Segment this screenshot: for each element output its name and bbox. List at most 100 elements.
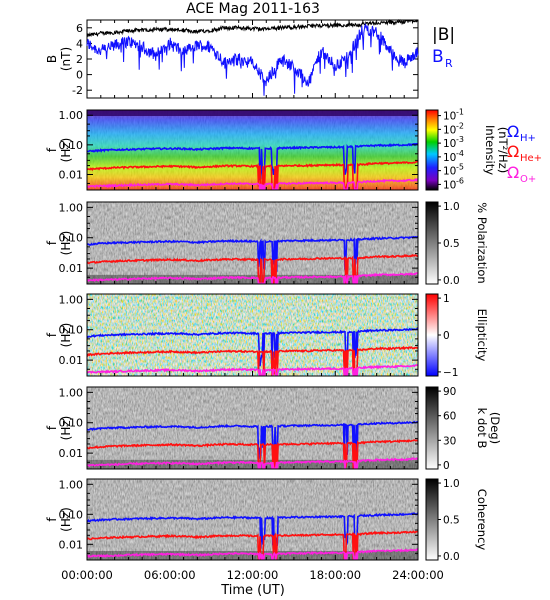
colorbar-tick-exponent: -4 xyxy=(456,149,464,158)
gyro-line-He xyxy=(87,160,418,190)
panel-ylabel: f xyxy=(45,240,59,245)
gyro-line-H xyxy=(87,142,418,181)
panel-b-xticks xyxy=(86,20,419,98)
gyro-line-O xyxy=(87,457,418,469)
xtick-label: 12:00:00 xyxy=(227,568,279,582)
panel-b-ylabel-unit: (nT) xyxy=(59,47,73,71)
gyro-line-He xyxy=(87,530,418,560)
colorbar-tick-exponent: -2 xyxy=(456,121,464,130)
colorbar-tick-label: 0.0 xyxy=(443,551,460,563)
panel-ellipticity: 1.00 0.10 0.01 f (Hz) 1 0 −1 Ellipticity xyxy=(45,293,489,379)
gyro-line-H xyxy=(87,327,418,367)
colorbar-label: % Polarization xyxy=(475,202,489,283)
xtick-label: 06:00:00 xyxy=(144,568,196,582)
panel-polarization-image xyxy=(87,202,418,284)
colorbar xyxy=(425,109,439,191)
colorbar-tick-label: 0.5 xyxy=(443,238,460,250)
ytick-label: 0.01 xyxy=(59,538,84,551)
xtick-label: 24:00:00 xyxy=(392,568,444,582)
legend-ion: He+ xyxy=(520,153,542,164)
panel-b-ylabel: B xyxy=(45,55,59,63)
xtick-label: 00:00:00 xyxy=(61,568,113,582)
panel-kdotb: 1.00 0.10 0.01 f (Hz) 90 60 30 0 k dot B (Deg) xyxy=(45,386,502,472)
panel-kdotb-image xyxy=(87,387,418,469)
panel-b: -2 0 2 4 6 B (nT) |B| B R xyxy=(45,18,455,99)
panel-ellipticity-image xyxy=(87,294,418,376)
ytick-label: 0.10 xyxy=(59,139,84,152)
ytick-label: 0.01 xyxy=(59,169,84,182)
legend-b-total: |B| xyxy=(432,25,455,45)
b-ytick-label: 6 xyxy=(76,22,83,35)
colorbar-tick-label: 90 xyxy=(443,386,456,398)
panel-polarization: 1.00 0.10 0.01 f (Hz) 1.0 0.5 0.0 % Polarization xyxy=(45,201,489,287)
colorbar-unit: (Deg) xyxy=(488,412,502,444)
colorbar-tick-label: 10 xyxy=(443,152,456,164)
b-ytick-label: -2 xyxy=(72,84,83,97)
colorbar-tick-label: 60 xyxy=(443,411,456,423)
colorbar-tick-label: 10 xyxy=(443,124,456,136)
panel-ylabel-unit: (Hz) xyxy=(59,416,73,441)
colorbar xyxy=(425,201,439,285)
colorbar-tick-label: 0.0 xyxy=(443,275,460,287)
colorbar-tick-label: 0 xyxy=(443,460,450,472)
gyro-line-O xyxy=(87,177,418,190)
gray-texture xyxy=(87,202,418,284)
colorbar-label: Coherency xyxy=(475,489,489,551)
panel-ylabel-unit: (Hz) xyxy=(59,507,73,532)
gyro-line-H xyxy=(87,420,418,461)
gyro-line-O xyxy=(87,272,418,284)
intensity-top-band xyxy=(87,110,418,116)
panel-coherency-image xyxy=(87,479,418,560)
spectrogram-panels: 1.000.100.01f (Hz)10-110-210-310-410 -510-… xyxy=(45,108,542,563)
colorbar-tick-label: 10 xyxy=(443,111,456,123)
ellipticity-texture xyxy=(87,294,418,376)
ytick-label: 1.00 xyxy=(59,201,84,214)
colorbar-tick-label: 10 xyxy=(443,179,456,191)
b-ytick-label: 2 xyxy=(76,53,83,66)
panel-ylabel: f xyxy=(45,147,59,152)
colorbar-tick-label: 1.0 xyxy=(443,478,460,490)
legend-ion: H+ xyxy=(520,133,536,144)
colorbar-tick-label: 10 xyxy=(443,138,456,150)
gyro-line-O xyxy=(87,547,418,560)
b-ytick-label: 0 xyxy=(76,69,83,82)
panel-coherency: 1.00 0.10 0.01 f (Hz) 1.0 0.5 0.0 Coherency xyxy=(45,478,489,563)
colorbar-label: Intensity xyxy=(483,125,497,175)
colorbar-tick-label: 0.5 xyxy=(443,515,460,527)
ytick-label: 1.00 xyxy=(59,293,84,306)
gyro-line-H xyxy=(87,512,418,550)
panel-intensity-image xyxy=(87,110,418,190)
panel-ylabel-unit: (Hz) xyxy=(59,323,73,348)
panel-intensity: 1.000.100.01f (Hz)10-110-210-310-410 -510-… xyxy=(45,108,542,192)
legend-ion: O+ xyxy=(520,174,536,185)
panel-ylabel-unit: (Hz) xyxy=(59,231,73,256)
ytick-label: 0.01 xyxy=(59,262,84,275)
colorbar-tick-label: −1 xyxy=(443,367,458,379)
colorbar-tick-exponent: -6 xyxy=(456,176,464,185)
ytick-label: 0.10 xyxy=(59,232,84,245)
ytick-label: 1.00 xyxy=(59,109,84,122)
ytick-label: 0.01 xyxy=(59,447,84,460)
colorbar-tick-label: 30 xyxy=(443,435,456,447)
ytick-label: 0.10 xyxy=(59,508,84,521)
legend-omega: Ω xyxy=(507,142,519,161)
gyro-line-He xyxy=(87,253,418,284)
panel-ylabel: f xyxy=(45,425,59,430)
colorbar xyxy=(425,293,439,377)
figure-title: ACE Mag 2011-163 xyxy=(186,1,320,17)
colorbar-label: Ellipticity xyxy=(475,309,489,362)
series-b-r xyxy=(86,22,419,96)
colorbar-tick-label: 0 xyxy=(443,330,450,342)
legend-omega: Ω xyxy=(507,163,519,182)
colorbar-label: k dot B xyxy=(475,408,489,449)
colorbar-unit: (nT²/Hz) xyxy=(496,127,510,173)
colorbar-tick-label: 10 xyxy=(443,166,456,178)
gray-texture xyxy=(87,479,418,560)
series-b-total xyxy=(86,18,419,38)
ytick-label: 0.01 xyxy=(59,354,84,367)
gyro-line-He xyxy=(87,439,418,469)
gyro-line-H xyxy=(87,235,418,276)
time-axis-labels: 00:00:00 06:00:00 12:00:00 18:00:00 24:00:00 xyxy=(61,568,444,582)
colorbar xyxy=(425,386,439,470)
